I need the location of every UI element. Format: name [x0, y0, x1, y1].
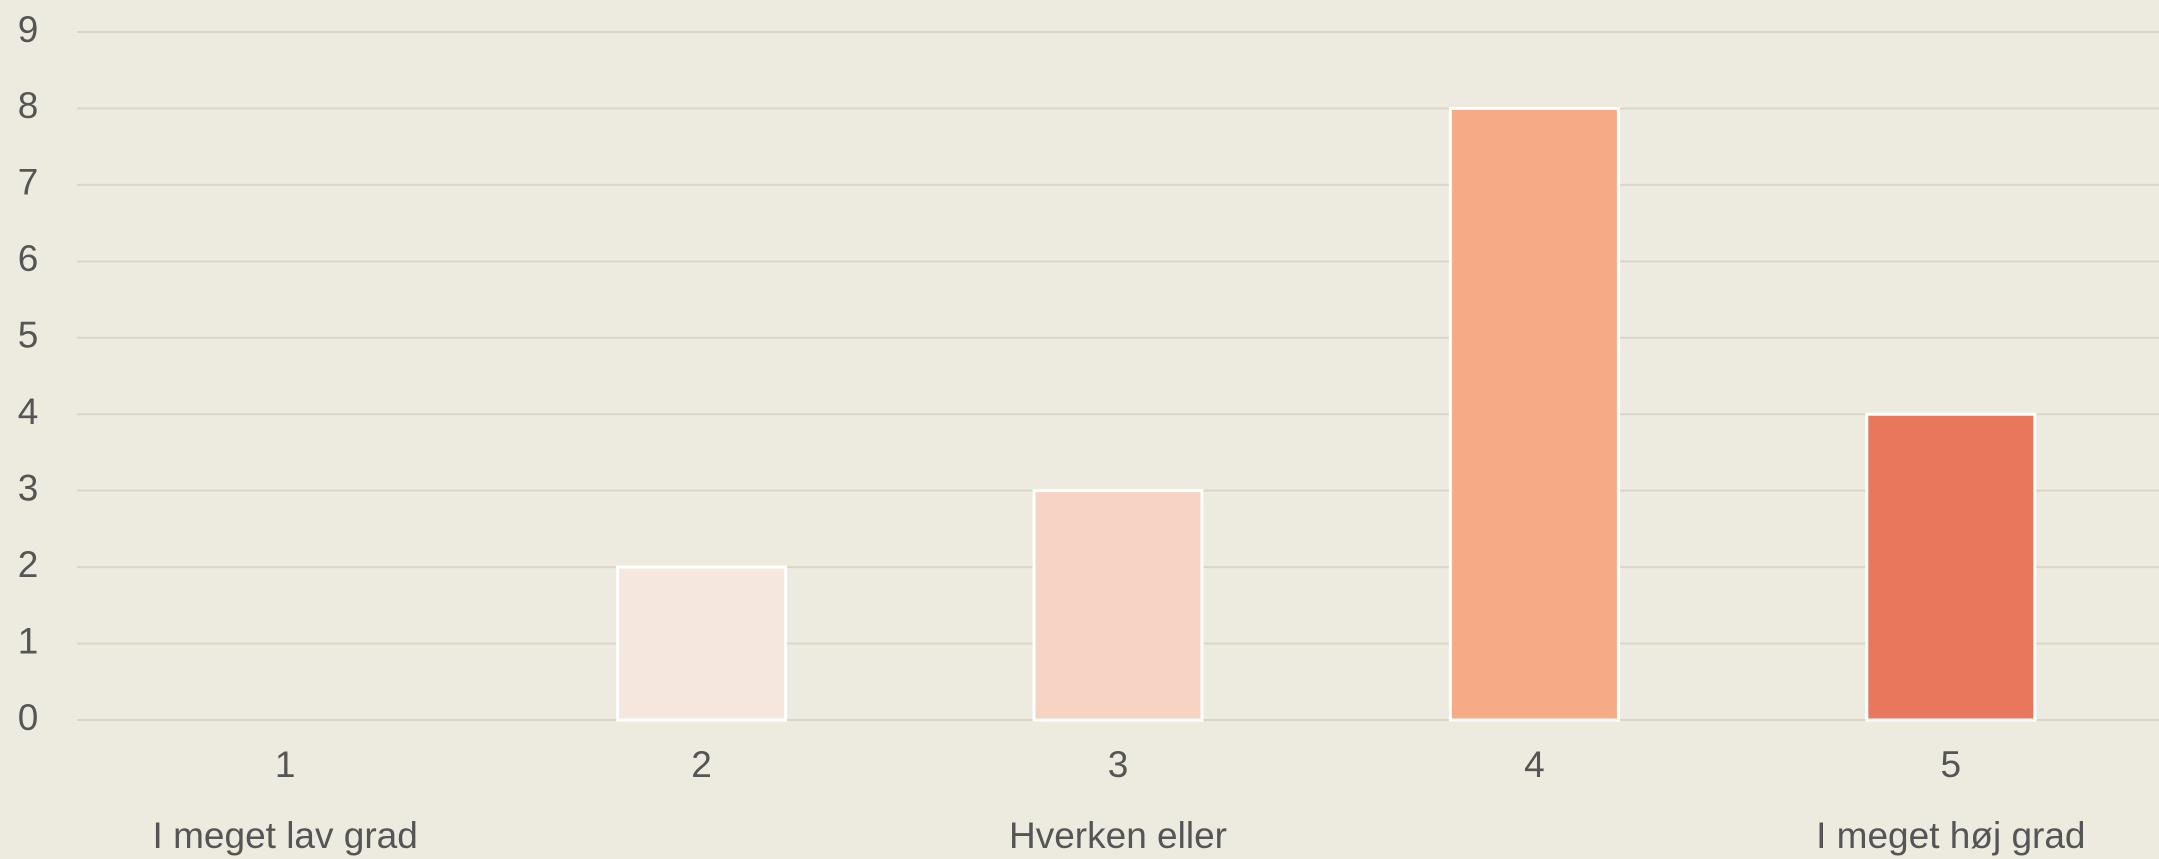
x-tick-label: 1	[275, 744, 296, 785]
x-sub-label: I meget høj grad	[1816, 815, 2085, 856]
y-tick-label: 5	[18, 315, 39, 356]
y-tick-label: 3	[18, 467, 39, 508]
y-tick-label: 4	[18, 391, 39, 432]
bar	[1865, 412, 2037, 722]
x-sub-label: Hverken eller	[1009, 815, 1227, 856]
x-tick-label: 3	[1108, 744, 1129, 785]
y-tick-label: 1	[18, 620, 39, 661]
bar	[616, 565, 788, 722]
x-tick-label: 5	[1941, 744, 1962, 785]
y-tick-label: 8	[18, 85, 39, 126]
y-tick-label: 6	[18, 238, 39, 279]
bar	[1032, 489, 1204, 722]
bar	[1448, 106, 1620, 722]
y-tick-label: 2	[18, 544, 39, 585]
y-tick-label: 7	[18, 162, 39, 203]
x-tick-label: 4	[1524, 744, 1545, 785]
x-sub-label: I meget lav grad	[153, 815, 418, 856]
y-tick-label: 9	[18, 9, 39, 50]
x-tick-label: 2	[691, 744, 712, 785]
y-tick-label: 0	[18, 697, 39, 738]
